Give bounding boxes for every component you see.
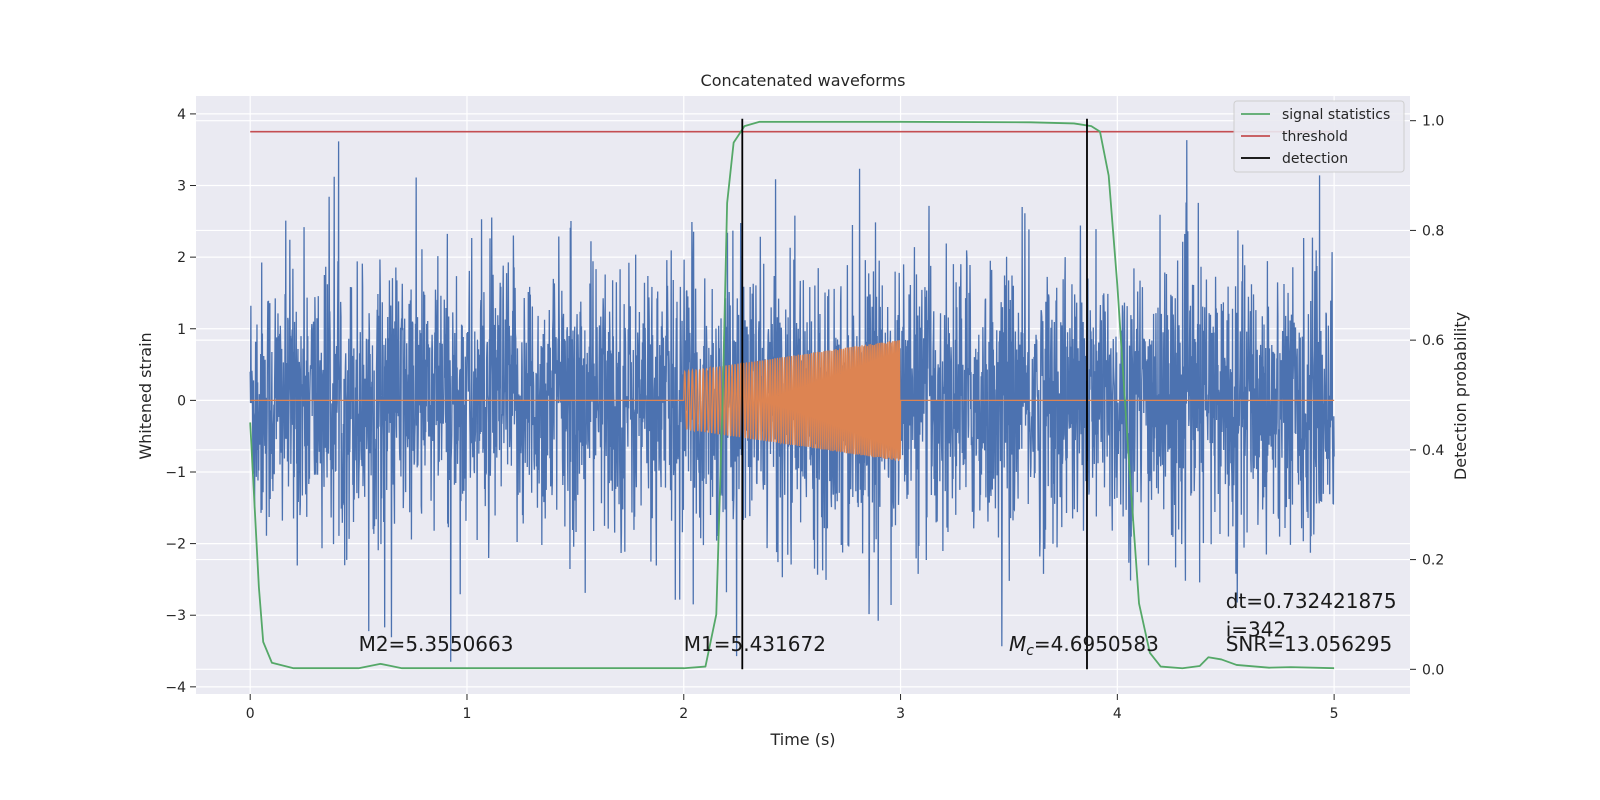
y-right-tick-label-0: 0.0: [1422, 662, 1444, 678]
y-right-tick-label-2: 0.4: [1422, 443, 1444, 459]
legend-box: [1233, 100, 1405, 173]
legend-label-threshold: threshold: [1282, 129, 1348, 145]
y-left-tick-label-1: −3: [165, 608, 186, 624]
y-left-tick-label-3: −1: [165, 465, 186, 481]
annotation-2: Mc=4.6950583: [1009, 632, 1159, 659]
y-right-tick-label-4: 0.8: [1422, 223, 1444, 239]
x-tick-label-5: 5: [1330, 706, 1339, 722]
chirp-series-line: [250, 340, 1335, 461]
x-tick-label-0: 0: [246, 706, 255, 722]
y-left-tick-label-7: 3: [177, 179, 186, 195]
noise-series-line: [249, 140, 1335, 662]
annotation-4: i=342: [1226, 618, 1287, 642]
y-left-tick-label-4: 0: [177, 393, 186, 409]
plot-series: [249, 118, 1335, 670]
x-axis-label: Time (s): [769, 730, 835, 749]
x-tick-label-2: 2: [679, 706, 688, 722]
x-tick-label-3: 3: [896, 706, 905, 722]
legend-label-signal-statistics: signal statistics: [1282, 107, 1390, 123]
y-axis-label-left: Whitened strain: [136, 332, 155, 459]
y-axis-label-right: Detection probability: [1451, 312, 1470, 480]
annotations: M2=5.3550663 M1=5.431672 Mc=4.6950583 dt=0.…: [359, 589, 1397, 659]
y-right-tick-label-5: 1.0: [1422, 114, 1444, 130]
annotation-1: M1=5.431672: [684, 632, 826, 656]
legend: signal statistics threshold detection: [1233, 100, 1405, 173]
annotation-0: M2=5.3550663: [359, 632, 514, 656]
annotation-3: dt=0.732421875: [1226, 589, 1397, 613]
annotation-5: SNR=13.056295: [1226, 632, 1392, 656]
y-right-tick-label-3: 0.6: [1422, 333, 1444, 349]
x-tick-label-4: 4: [1113, 706, 1122, 722]
y-left-tick-label-0: −4: [165, 680, 186, 696]
axes: 0 1 2 3 4 5 −4 −3 −2 −1 0 1 2 3 4 0.0 0.2 0.4 0.6 0.8 1.0: [165, 107, 1444, 722]
y-left-tick-label-8: 4: [177, 107, 186, 123]
y-left-tick-label-6: 2: [177, 250, 186, 266]
y-left-tick-label-5: 1: [177, 322, 186, 338]
y-left-tick-label-2: −2: [165, 537, 186, 553]
signal-statistics-line: [249, 120, 1335, 670]
legend-label-detection: detection: [1282, 151, 1348, 167]
x-tick-label-1: 1: [463, 706, 472, 722]
chart-title: Concatenated waveforms: [701, 71, 906, 90]
y-right-tick-label-1: 0.2: [1422, 553, 1444, 569]
